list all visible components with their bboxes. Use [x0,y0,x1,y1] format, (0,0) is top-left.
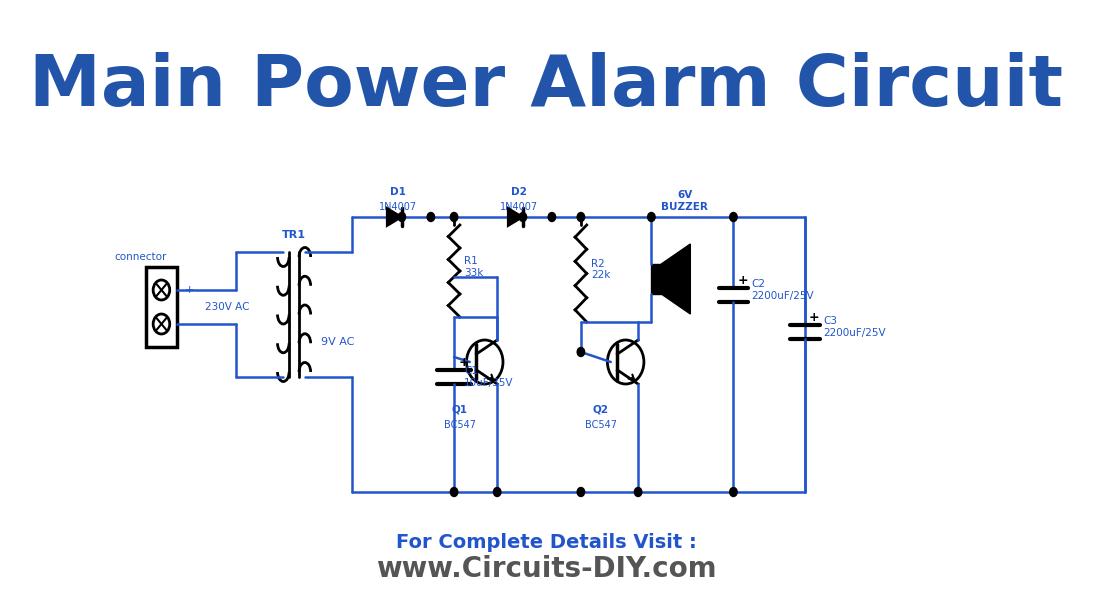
Circle shape [730,487,737,497]
Text: C3
2200uF/25V: C3 2200uF/25V [823,316,885,338]
Circle shape [398,212,406,222]
Circle shape [549,212,555,222]
Text: connector: connector [115,252,167,262]
Text: For Complete Details Visit :: For Complete Details Visit : [396,532,697,552]
Polygon shape [387,208,402,226]
Text: +: + [809,311,820,324]
Circle shape [577,487,585,497]
Text: Q2: Q2 [592,404,609,414]
Text: C1
10uF/35V: C1 10uF/35V [465,366,514,388]
Bar [145,267,177,347]
Circle shape [450,487,458,497]
Text: www.Circuits-DIY.com: www.Circuits-DIY.com [376,555,717,583]
Text: BC547: BC547 [585,420,616,430]
Bar [651,264,661,294]
Circle shape [577,212,585,222]
Text: +: + [185,285,195,295]
Text: +: + [738,274,749,287]
Text: 1N4007: 1N4007 [500,202,538,212]
Circle shape [577,347,585,356]
Text: Q1: Q1 [451,404,468,414]
Polygon shape [661,244,691,314]
Circle shape [493,487,501,497]
Text: BC547: BC547 [444,420,475,430]
Text: 6V
BUZZER: 6V BUZZER [661,191,708,212]
Text: -: - [185,319,189,329]
Text: R2
22k: R2 22k [591,259,610,280]
Circle shape [634,487,642,497]
Polygon shape [508,208,522,226]
Text: C2
2200uF/25V: C2 2200uF/25V [752,279,814,301]
Text: D2: D2 [510,187,527,197]
Text: 1N4007: 1N4007 [378,202,416,212]
Text: R1
33k: R1 33k [465,256,483,278]
Circle shape [519,212,527,222]
Text: TR1: TR1 [282,230,306,240]
Text: D1: D1 [390,187,406,197]
Circle shape [730,212,737,222]
Text: Main Power Alarm Circuit: Main Power Alarm Circuit [30,52,1063,121]
Circle shape [427,212,435,222]
Text: +: + [458,356,469,368]
Text: 9V AC: 9V AC [320,337,354,347]
Circle shape [648,212,655,222]
Text: 230V AC: 230V AC [204,302,249,312]
Circle shape [450,212,458,222]
